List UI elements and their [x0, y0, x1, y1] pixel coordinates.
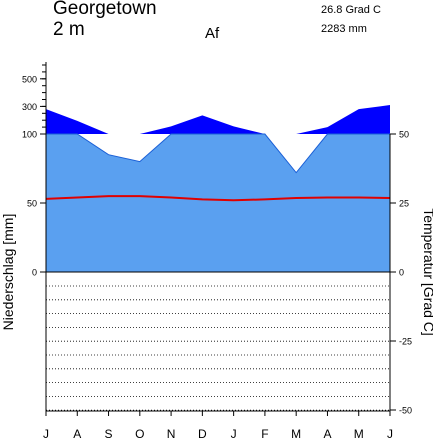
- right-tick-label: -50: [399, 406, 412, 416]
- left-tick-label: 100: [22, 130, 37, 140]
- station-name: Georgetown: [53, 0, 157, 19]
- station-elevation: 2 m: [53, 19, 85, 40]
- left-tick-label: 500: [22, 74, 37, 84]
- month-label: O: [135, 427, 144, 440]
- month-label: A: [323, 427, 331, 440]
- month-label: N: [167, 427, 176, 440]
- month-label: M: [291, 427, 301, 440]
- humid-area: [46, 134, 390, 201]
- right-axis-title: Temperatur [Grad C]: [421, 208, 433, 336]
- month-label: J: [387, 427, 393, 440]
- climate-class: Af: [205, 25, 220, 42]
- left-tick-label: 50: [27, 199, 37, 209]
- month-label: A: [73, 427, 81, 440]
- right-tick-label: 0: [399, 268, 404, 278]
- right-tick-label: 50: [399, 130, 409, 140]
- left-axis-title: Niederschlag [mm]: [0, 214, 16, 331]
- perhumid-area: [46, 105, 390, 134]
- month-label: S: [105, 427, 113, 440]
- humid-area-lower: [46, 196, 390, 272]
- precipitation-line: [46, 133, 390, 174]
- right-tick-label: 25: [399, 199, 409, 209]
- month-label: J: [231, 427, 237, 440]
- mean-temperature: 26.8 Grad C: [321, 4, 381, 16]
- left-tick-label: 0: [32, 268, 37, 278]
- month-label: J: [43, 427, 49, 440]
- month-label: D: [198, 427, 207, 440]
- month-label: M: [354, 427, 364, 440]
- right-tick-label: -25: [399, 337, 412, 347]
- annual-precipitation: 2283 mm: [321, 23, 367, 35]
- month-label: F: [261, 427, 268, 440]
- temperature-line: [45, 195, 391, 202]
- left-tick-label: 300: [22, 102, 37, 112]
